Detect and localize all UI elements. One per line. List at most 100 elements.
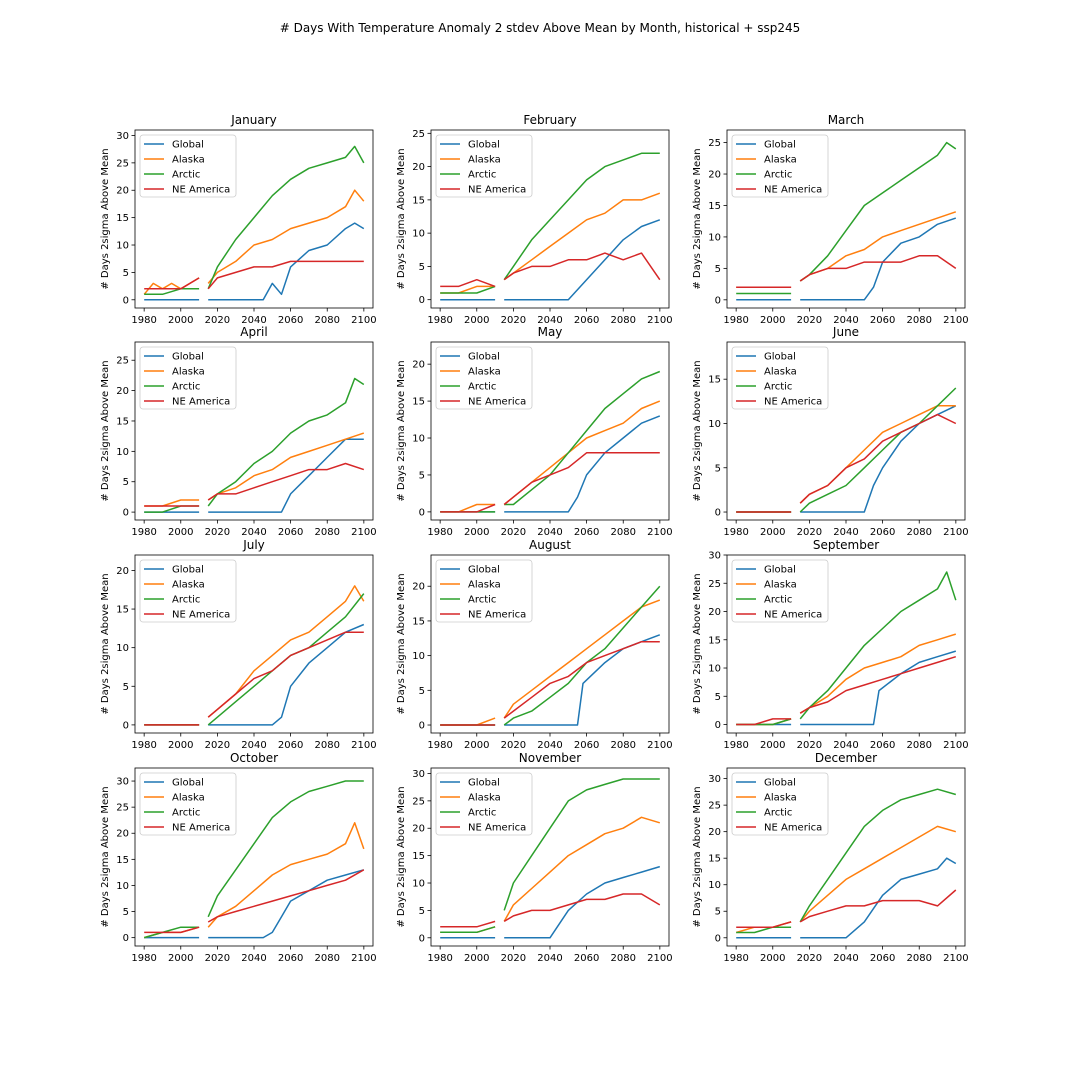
series-line-ne-america <box>440 252 661 288</box>
x-tick-label: 2100 <box>647 527 672 538</box>
y-axis-label: # Days 2sigma Above Mean <box>396 148 407 289</box>
legend: Global Alaska Arctic NE America <box>435 772 533 836</box>
x-tick-label: 2020 <box>205 527 230 538</box>
x-tick-label: 2060 <box>574 527 599 538</box>
y-tick-label: 10 <box>708 232 721 243</box>
y-tick-label: 10 <box>116 447 129 458</box>
x-tick-label: 2100 <box>943 315 968 326</box>
x-tick-label: 2080 <box>907 740 932 751</box>
legend-box <box>139 346 237 410</box>
legend-label: Arctic <box>764 808 792 819</box>
x-tick-label: 2100 <box>351 740 376 751</box>
series-lines <box>440 370 661 513</box>
series-line-arctic <box>736 141 957 295</box>
x-tick-label: 2000 <box>760 527 785 538</box>
y-tick-label: 5 <box>419 470 425 481</box>
x-tick-label: 2060 <box>870 953 895 964</box>
legend-label: Alaska <box>172 155 205 166</box>
x-tick-label: 2080 <box>315 315 340 326</box>
legend-label: Alaska <box>172 793 205 804</box>
x-tick-label: 2100 <box>943 527 968 538</box>
legend: Global Alaska Arctic NE America <box>731 346 829 410</box>
x-tick-label: 2080 <box>611 740 636 751</box>
x-tick-label: 2060 <box>278 953 303 964</box>
panel-february: February # Days 2sigma Above Mean 1980 2000… <box>396 113 673 326</box>
x-tick-label: 2100 <box>351 953 376 964</box>
x-tick-label: 2020 <box>501 315 526 326</box>
y-tick-label: 25 <box>116 356 129 367</box>
x-tick-label: 2020 <box>205 315 230 326</box>
series-line-arctic <box>440 152 660 294</box>
y-axis-label: # Days 2sigma Above Mean <box>396 573 407 714</box>
legend-label: Global <box>764 352 796 363</box>
y-tick-label: 25 <box>412 129 425 140</box>
y-tick-label: 0 <box>123 720 129 731</box>
series-line-ne-america <box>736 413 957 513</box>
x-tick-label: 2000 <box>464 740 489 751</box>
x-tick-label: 2000 <box>168 740 193 751</box>
y-tick-label: 0 <box>715 295 721 306</box>
x-tick-label: 2000 <box>464 953 489 964</box>
legend-label: Global <box>468 352 500 363</box>
y-tick-label: 20 <box>708 827 721 838</box>
y-axis-label: # Days 2sigma Above Mean <box>396 360 407 501</box>
legend-label: NE America <box>468 185 526 196</box>
x-tick-label: 2080 <box>907 315 932 326</box>
y-tick-label: 30 <box>708 551 721 562</box>
x-tick-label: 2040 <box>241 953 266 964</box>
x-tick-label: 2040 <box>537 315 562 326</box>
y-tick-label: 20 <box>412 824 425 835</box>
x-tick-label: 1980 <box>723 740 748 751</box>
x-tick-label: 2080 <box>315 740 340 751</box>
y-tick-label: 25 <box>116 158 129 169</box>
series-lines <box>440 585 661 726</box>
legend: Global Alaska Arctic NE America <box>435 559 533 623</box>
x-tick-label: 2000 <box>168 527 193 538</box>
y-tick-label: 15 <box>412 195 425 206</box>
legend-label: NE America <box>764 823 822 834</box>
series-line-ne-america <box>144 462 365 507</box>
legend-label: Global <box>172 352 204 363</box>
x-tick-label: 2040 <box>241 740 266 751</box>
legend: Global Alaska Arctic NE America <box>731 559 829 623</box>
y-tick-label: 20 <box>116 386 129 397</box>
y-tick-label: 15 <box>116 605 129 616</box>
y-tick-label: 5 <box>123 682 129 693</box>
y-tick-label: 20 <box>116 566 129 577</box>
x-tick-label: 2020 <box>205 740 230 751</box>
series-lines <box>735 788 957 939</box>
y-tick-label: 0 <box>715 933 721 944</box>
x-tick-label: 1980 <box>427 527 452 538</box>
y-tick-label: 30 <box>412 769 425 780</box>
y-tick-label: 10 <box>412 879 425 890</box>
x-tick-label: 2100 <box>647 315 672 326</box>
x-tick-label: 2060 <box>870 315 895 326</box>
x-tick-label: 2020 <box>205 953 230 964</box>
y-axis-label: # Days 2sigma Above Mean <box>100 360 111 501</box>
x-tick-label: 2000 <box>168 315 193 326</box>
panel-august: August # Days 2sigma Above Mean 1980 2000 20… <box>396 538 673 751</box>
y-tick-label: 25 <box>708 801 721 812</box>
series-line-ne-america <box>440 893 661 928</box>
series-lines <box>736 571 957 726</box>
series-lines <box>736 387 957 513</box>
series-line-global <box>440 219 661 301</box>
legend-box <box>139 134 237 198</box>
legend-box <box>731 559 829 623</box>
x-tick-label: 2100 <box>351 527 376 538</box>
legend-label: Alaska <box>172 367 205 378</box>
series-line-arctic <box>736 788 957 934</box>
legend-label: Global <box>764 140 796 151</box>
panel-title: June <box>832 325 859 339</box>
panel-title: November <box>519 751 581 765</box>
legend-label: NE America <box>764 610 822 621</box>
x-tick-label: 2000 <box>760 740 785 751</box>
y-tick-label: 5 <box>715 264 721 275</box>
y-tick-label: 10 <box>116 881 129 892</box>
legend-box <box>731 346 829 410</box>
legend-box <box>435 346 533 410</box>
legend: Global Alaska Arctic NE America <box>731 134 829 198</box>
x-tick-label: 1980 <box>427 315 452 326</box>
y-tick-label: 0 <box>123 508 129 519</box>
